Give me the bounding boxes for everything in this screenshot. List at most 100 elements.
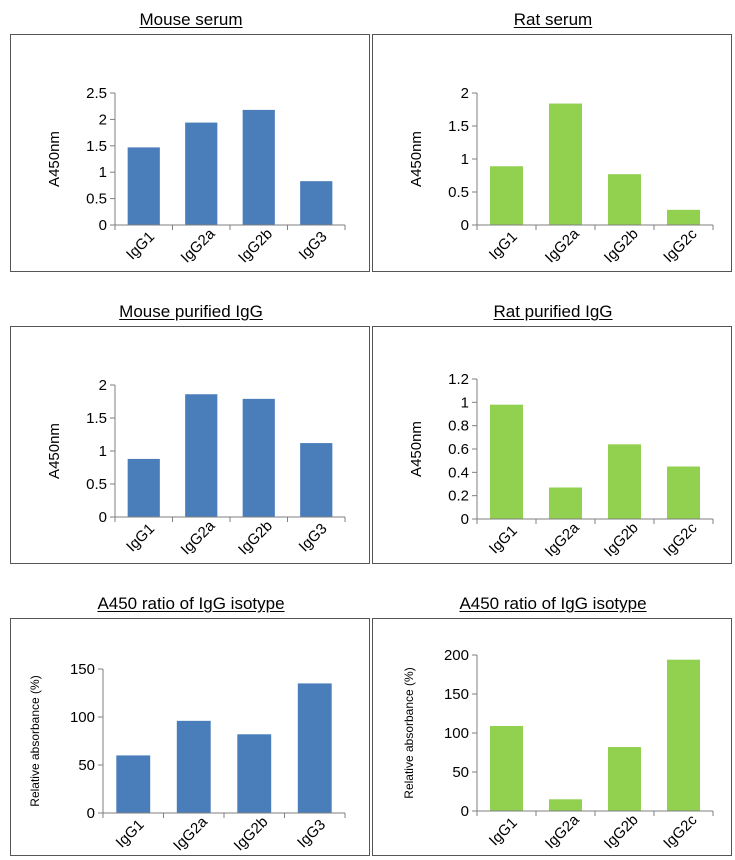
- bar: [237, 734, 272, 813]
- bar: [489, 725, 524, 811]
- x-tick-label: IgG2a: [178, 517, 219, 558]
- y-tick-label: 0.5: [86, 476, 107, 493]
- bar: [548, 799, 583, 811]
- x-tick-label: IgG2a: [170, 813, 211, 854]
- x-tick-label: IgG1: [486, 814, 521, 849]
- x-tick-label: IgG2c: [660, 519, 701, 560]
- x-tick-label: IgG1: [123, 520, 158, 555]
- x-tick-label: IgG3: [296, 228, 331, 263]
- bar: [666, 659, 701, 811]
- chart-title: Mouse purified IgG: [119, 302, 263, 321]
- x-tick-label: IgG2b: [235, 225, 276, 266]
- x-tick-label: IgG1: [113, 816, 148, 851]
- y-tick-label: 0: [461, 803, 469, 820]
- y-tick-label: 2.5: [86, 85, 107, 102]
- y-axis-label: A450nm: [46, 423, 63, 479]
- y-tick-label: 2: [461, 85, 469, 102]
- bar: [489, 166, 524, 225]
- bar: [607, 747, 642, 811]
- y-tick-label: 1.2: [448, 371, 469, 388]
- bar: [127, 458, 160, 517]
- x-tick-label: IgG2a: [542, 225, 583, 266]
- bar: [300, 443, 333, 517]
- bar: [607, 444, 642, 519]
- bar: [185, 394, 218, 517]
- chart-frame: A450nm 0 0.5 1 1.5 2 IgG1 IgG2a IgG2b IgG3: [10, 326, 370, 564]
- x-tick-label: IgG2b: [235, 517, 276, 558]
- y-tick-label: 0: [461, 217, 469, 234]
- bar: [548, 487, 583, 519]
- y-axis-label: Relative absorbance (%): [402, 667, 416, 798]
- y-tick-label: 0: [461, 511, 469, 528]
- bar: [607, 174, 642, 225]
- chart-frame: Relative absorbance (%) 0 50 100 150 200 IgG1 I…: [372, 618, 732, 856]
- y-tick-label: 0.6: [448, 441, 469, 458]
- x-tick-label: IgG1: [123, 228, 158, 263]
- bar: [666, 466, 701, 519]
- x-tick-label: IgG3: [296, 520, 331, 555]
- chart-frame: A450nm 0 0.5 1 1.5 2 IgG1 IgG2a IgG2b IgG2c: [372, 34, 732, 272]
- chart-svg: A450nm 0 0.5 1 1.5 2 2.5 IgG1 IgG2a IgG2b IgG3: [46, 85, 346, 266]
- chart-frame: A450nm 0 0.5 1 1.5 2 2.5 IgG1 IgG2a IgG2b IgG3: [10, 34, 370, 272]
- x-tick-label: IgG2b: [601, 519, 642, 560]
- x-tick-label: IgG1: [486, 522, 521, 557]
- y-tick-label: 0.5: [448, 184, 469, 201]
- y-tick-label: 1: [461, 394, 469, 411]
- y-tick-label: 50: [452, 764, 469, 781]
- chart-svg: Relative absorbance (%) 0 50 100 150 200 IgG1 I…: [402, 647, 714, 852]
- chart-svg: A450nm 0 0.2 0.4 0.6 0.8 1 1.2 IgG1 IgG2a IgG2b IgG…: [408, 371, 714, 560]
- bar: [300, 181, 333, 225]
- x-tick-label: IgG2b: [231, 813, 272, 854]
- y-tick-label: 100: [70, 709, 95, 726]
- bar: [548, 103, 583, 225]
- x-tick-label: IgG2b: [601, 811, 642, 852]
- bar: [127, 147, 160, 225]
- y-tick-label: 0: [99, 509, 107, 526]
- bar: [297, 683, 332, 813]
- chart-title: Mouse serum: [139, 10, 243, 29]
- y-axis-label: Relative absorbance (%): [28, 675, 42, 806]
- bar: [489, 404, 524, 519]
- y-tick-label: 200: [444, 647, 469, 664]
- chart-frame: A450nm 0 0.2 0.4 0.6 0.8 1 1.2 IgG1 IgG2a IgG2b IgG…: [372, 326, 732, 564]
- x-tick-label: IgG2a: [542, 811, 583, 852]
- y-tick-label: 0: [99, 217, 107, 234]
- x-tick-label: IgG3: [294, 816, 329, 851]
- y-tick-label: 150: [70, 661, 95, 678]
- bar: [242, 109, 275, 225]
- bar: [185, 122, 218, 225]
- chart-title: Rat purified IgG: [493, 302, 613, 321]
- chart-title: A450 ratio of IgG isotype: [97, 594, 285, 613]
- y-tick-label: 150: [444, 686, 469, 703]
- y-tick-label: 1: [99, 443, 107, 460]
- y-tick-label: 0.8: [448, 418, 469, 435]
- chart-frame: Relative absorbance (%) 0 50 100 150 IgG1 IgG2…: [10, 618, 370, 856]
- y-tick-label: 1.5: [86, 410, 107, 427]
- y-tick-label: 100: [444, 725, 469, 742]
- y-tick-label: 2: [99, 111, 107, 128]
- y-tick-label: 1.5: [448, 118, 469, 135]
- y-tick-label: 0: [87, 805, 95, 822]
- y-tick-label: 1: [461, 151, 469, 168]
- y-tick-label: 50: [78, 757, 95, 774]
- y-tick-label: 2: [99, 377, 107, 394]
- chart-svg: A450nm 0 0.5 1 1.5 2 IgG1 IgG2a IgG2b IgG2c: [408, 85, 714, 266]
- chart-title: A450 ratio of IgG isotype: [459, 594, 647, 613]
- y-tick-label: 0.4: [448, 464, 469, 481]
- x-tick-label: IgG2a: [178, 225, 219, 266]
- bar: [666, 209, 701, 225]
- y-tick-label: 1.5: [86, 138, 107, 155]
- chart-svg: A450nm 0 0.5 1 1.5 2 IgG1 IgG2a IgG2b IgG3: [46, 377, 346, 558]
- y-tick-label: 0.5: [86, 191, 107, 208]
- chart-title: Rat serum: [513, 10, 593, 29]
- y-axis-label: A450nm: [46, 131, 63, 187]
- x-tick-label: IgG2c: [660, 225, 701, 266]
- bar: [242, 398, 275, 517]
- bar: [116, 755, 151, 813]
- chart-svg: Relative absorbance (%) 0 50 100 150 IgG1 IgG2…: [28, 661, 346, 854]
- x-tick-label: IgG2a: [542, 519, 583, 560]
- y-axis-label: A450nm: [408, 421, 425, 477]
- x-tick-label: IgG2b: [601, 225, 642, 266]
- y-tick-label: 0.2: [448, 488, 469, 505]
- y-axis-label: A450nm: [408, 131, 425, 187]
